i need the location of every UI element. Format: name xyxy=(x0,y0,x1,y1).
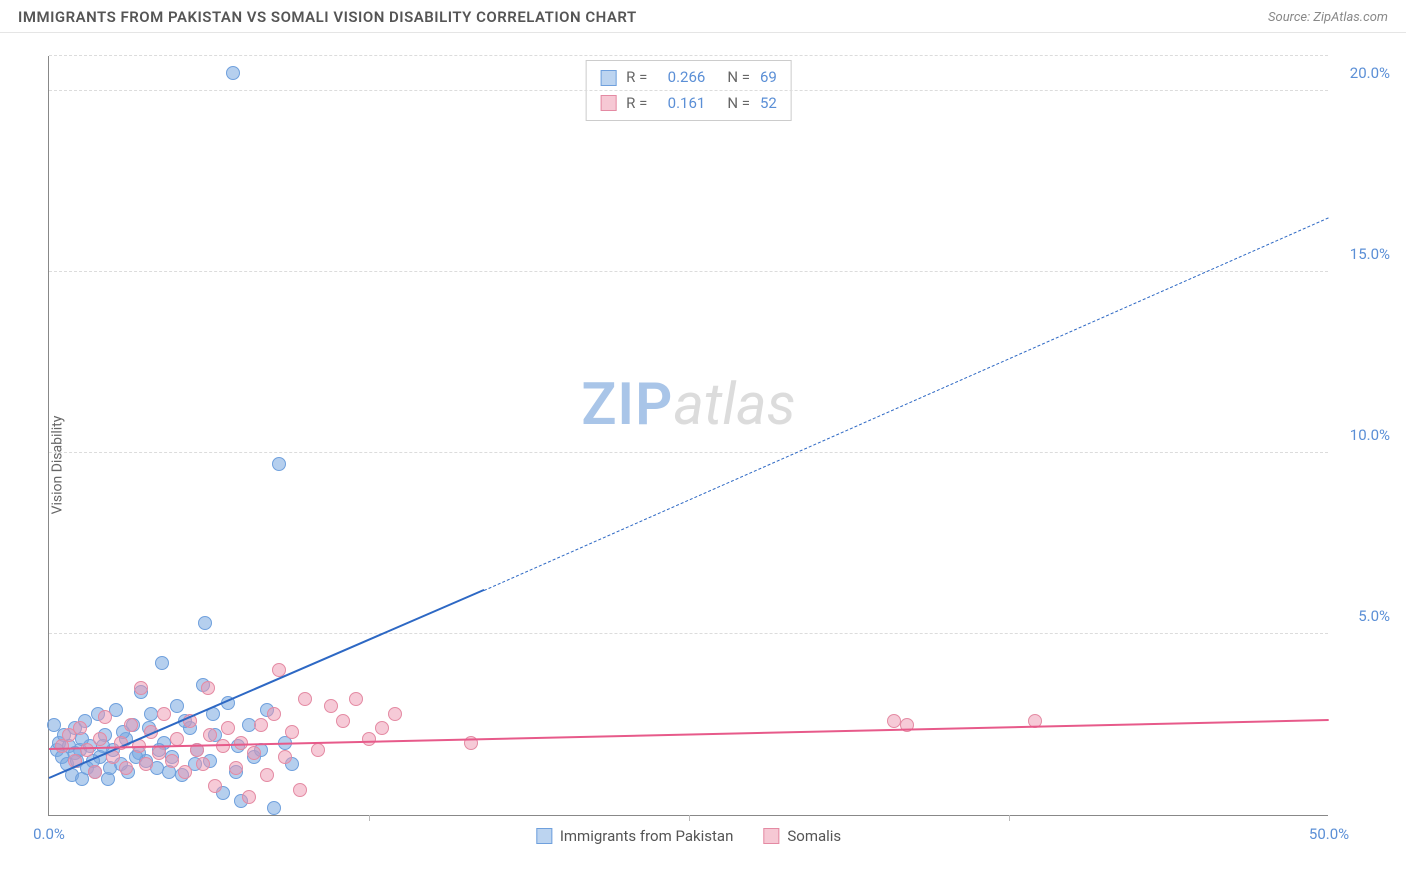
data-point xyxy=(152,746,166,760)
stats-legend-row: R = 0.161 N = 52 xyxy=(600,91,777,117)
data-point xyxy=(98,710,112,724)
data-point xyxy=(336,714,350,728)
trend-line-extrapolated xyxy=(484,217,1329,591)
data-point xyxy=(293,783,307,797)
n-label: N = xyxy=(727,65,750,91)
y-tick-label: 20.0% xyxy=(1335,64,1390,82)
data-point xyxy=(203,728,217,742)
data-point xyxy=(155,656,169,670)
watermark-atlas: atlas xyxy=(673,371,795,439)
data-point xyxy=(165,754,179,768)
n-value: 69 xyxy=(760,65,777,91)
data-point xyxy=(73,721,87,735)
y-tick-label: 15.0% xyxy=(1335,245,1390,263)
data-point xyxy=(170,732,184,746)
data-point xyxy=(80,743,94,757)
x-tick-label: 50.0% xyxy=(1309,825,1349,843)
data-point xyxy=(375,721,389,735)
n-label: N = xyxy=(727,91,750,117)
y-tick-label: 5.0% xyxy=(1335,607,1390,625)
data-point xyxy=(216,739,230,753)
legend-swatch xyxy=(600,70,616,86)
watermark: ZIPatlas xyxy=(581,371,795,439)
data-point xyxy=(221,721,235,735)
n-value: 52 xyxy=(760,91,777,117)
data-point xyxy=(349,692,363,706)
data-point xyxy=(267,801,281,815)
x-tick xyxy=(689,815,690,821)
series-legend: Immigrants from Pakistan Somalis xyxy=(536,827,841,845)
x-tick xyxy=(1009,815,1010,821)
chart-title: IMMIGRANTS FROM PAKISTAN VS SOMALI VISIO… xyxy=(18,8,637,26)
data-point xyxy=(242,790,256,804)
gridline xyxy=(49,633,1328,634)
data-point xyxy=(285,725,299,739)
series-legend-label: Immigrants from Pakistan xyxy=(560,827,734,845)
data-point xyxy=(388,707,402,721)
data-point xyxy=(362,732,376,746)
data-point xyxy=(178,765,192,779)
legend-swatch xyxy=(536,828,552,844)
data-point xyxy=(196,757,210,771)
data-point xyxy=(139,757,153,771)
data-point xyxy=(324,699,338,713)
r-value: 0.266 xyxy=(657,65,705,91)
r-label: R = xyxy=(626,65,647,91)
data-point xyxy=(229,761,243,775)
data-point xyxy=(254,718,268,732)
data-point xyxy=(134,681,148,695)
data-point xyxy=(311,743,325,757)
data-point xyxy=(88,765,102,779)
data-point xyxy=(887,714,901,728)
series-legend-item: Immigrants from Pakistan xyxy=(536,827,734,845)
data-point xyxy=(278,750,292,764)
r-label: R = xyxy=(626,91,647,117)
r-value: 0.161 xyxy=(657,91,705,117)
data-point xyxy=(298,692,312,706)
source-attribution: Source: ZipAtlas.com xyxy=(1268,10,1388,25)
x-tick xyxy=(369,815,370,821)
data-point xyxy=(201,681,215,695)
scatter-plot: ZIPatlas R =0.266N =69R =0.161N =52 Immi… xyxy=(48,56,1328,816)
gridline xyxy=(49,55,1328,56)
data-point xyxy=(124,718,138,732)
data-point xyxy=(157,707,171,721)
data-point xyxy=(247,746,261,760)
data-point xyxy=(47,718,61,732)
watermark-zip: ZIP xyxy=(581,371,673,439)
series-legend-label: Somalis xyxy=(787,827,841,845)
data-point xyxy=(272,457,286,471)
gridline xyxy=(49,90,1328,91)
data-point xyxy=(226,66,240,80)
data-point xyxy=(267,707,281,721)
x-tick-label: 0.0% xyxy=(33,825,65,843)
series-legend-item: Somalis xyxy=(763,827,841,845)
gridline xyxy=(49,271,1328,272)
stats-legend-row: R = 0.266 N = 69 xyxy=(600,65,777,91)
legend-swatch xyxy=(600,95,616,111)
gridline xyxy=(49,452,1328,453)
data-point xyxy=(208,779,222,793)
y-tick-label: 10.0% xyxy=(1335,426,1390,444)
data-point xyxy=(198,616,212,630)
data-point xyxy=(119,761,133,775)
data-point xyxy=(170,699,184,713)
legend-swatch xyxy=(763,828,779,844)
data-point xyxy=(93,732,107,746)
chart-container: Vision Disability ZIPatlas R =0.266N =69… xyxy=(0,38,1406,892)
data-point xyxy=(260,768,274,782)
